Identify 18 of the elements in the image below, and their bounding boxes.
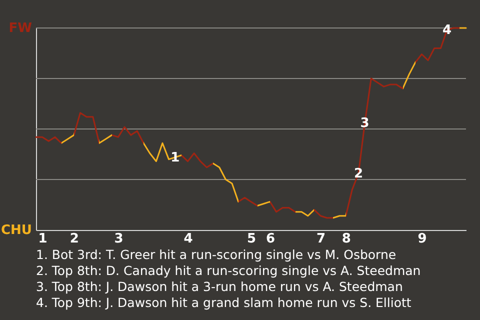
x-tick-label: 6 bbox=[266, 232, 275, 246]
x-tick-label: 3 bbox=[114, 232, 124, 246]
text: FW bbox=[8, 21, 32, 36]
x-tick-label: 7 bbox=[316, 232, 326, 246]
text: 1. Bot 3rd: T. Greer hit a run-scoring single vs M. Osborne bbox=[36, 247, 396, 262]
text: 3. Top 8th: J. Dawson hit a 3-run home run vs A. Steedman bbox=[36, 279, 403, 294]
annotation: 3 bbox=[360, 116, 370, 131]
x-tick-label: 5 bbox=[246, 232, 256, 246]
annotation: 2 bbox=[354, 166, 364, 182]
x-tick-label: 4 bbox=[184, 232, 193, 246]
text: 2. Top 8th: D. Canady hit a run-scoring single vs A. Steedman bbox=[36, 263, 421, 278]
x-tick-label: 8 bbox=[342, 232, 351, 246]
text: CHU bbox=[1, 223, 32, 238]
x-tick-label: 2 bbox=[70, 232, 79, 246]
annotation: 4 bbox=[442, 23, 452, 38]
x-tick-label: 1 bbox=[38, 232, 48, 246]
x-tick-label: 9 bbox=[418, 232, 427, 246]
text: 4. Top 9th: J. Dawson hit a grand slam home run vs S. Elliott bbox=[36, 295, 412, 310]
